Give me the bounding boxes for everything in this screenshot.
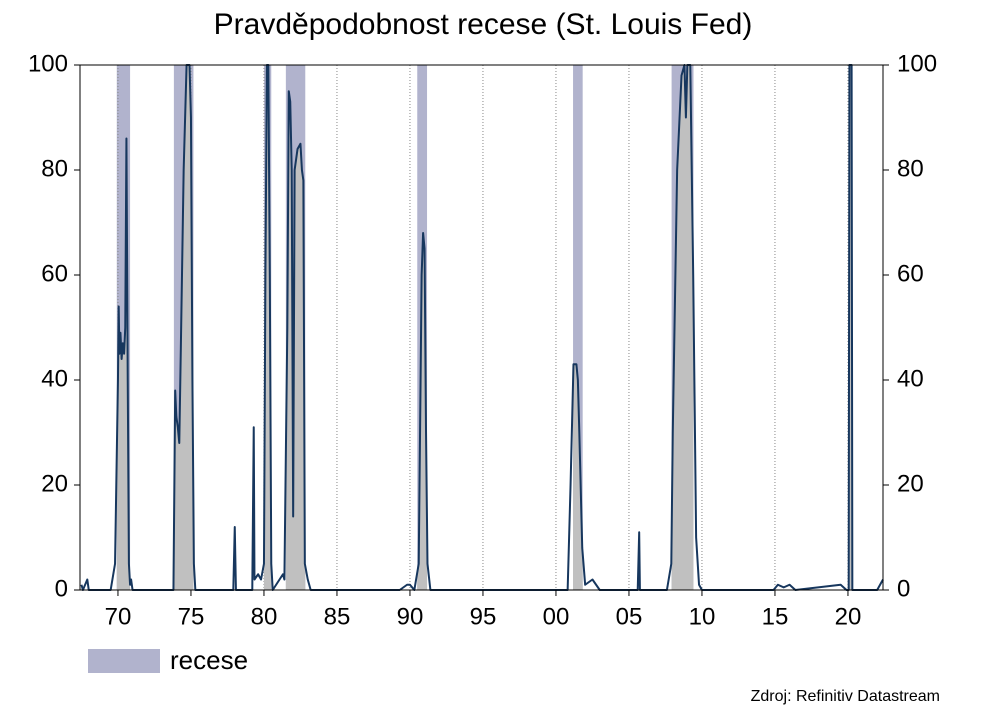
y-tick-label: 20 <box>41 470 68 497</box>
legend-label: recese <box>170 645 248 675</box>
y-tick-label: 60 <box>41 260 68 287</box>
y2-tick-label: 100 <box>897 50 937 77</box>
x-tick-label: 05 <box>616 603 643 630</box>
x-tick-label: 15 <box>762 603 789 630</box>
x-tick-label: 20 <box>835 603 862 630</box>
y2-tick-label: 60 <box>897 260 924 287</box>
x-tick-label: 75 <box>178 603 205 630</box>
series-line <box>80 64 884 591</box>
legend-swatch <box>88 649 160 673</box>
chart-title: Pravděpodobnost recese (St. Louis Fed) <box>214 8 753 41</box>
y2-tick-label: 80 <box>897 155 924 182</box>
x-tick-label: 95 <box>470 603 497 630</box>
y-tick-label: 80 <box>41 155 68 182</box>
x-tick-label: 70 <box>105 603 132 630</box>
y2-tick-label: 0 <box>897 575 910 602</box>
x-tick-label: 90 <box>397 603 424 630</box>
y-tick-label: 0 <box>55 575 68 602</box>
source: Zdroj: Refinitiv Datastream <box>751 688 940 705</box>
x-tick-label: 80 <box>251 603 278 630</box>
y-tick-label: 100 <box>28 50 68 77</box>
x-tick-label: 85 <box>324 603 351 630</box>
y-tick-label: 40 <box>41 365 68 392</box>
y2-tick-label: 20 <box>897 470 924 497</box>
x-tick-label: 10 <box>689 603 716 630</box>
x-tick-label: 00 <box>543 603 570 630</box>
recession-band <box>573 65 583 590</box>
plot-frame <box>79 64 884 591</box>
recession-area <box>116 65 852 590</box>
y2-tick-label: 40 <box>897 365 924 392</box>
